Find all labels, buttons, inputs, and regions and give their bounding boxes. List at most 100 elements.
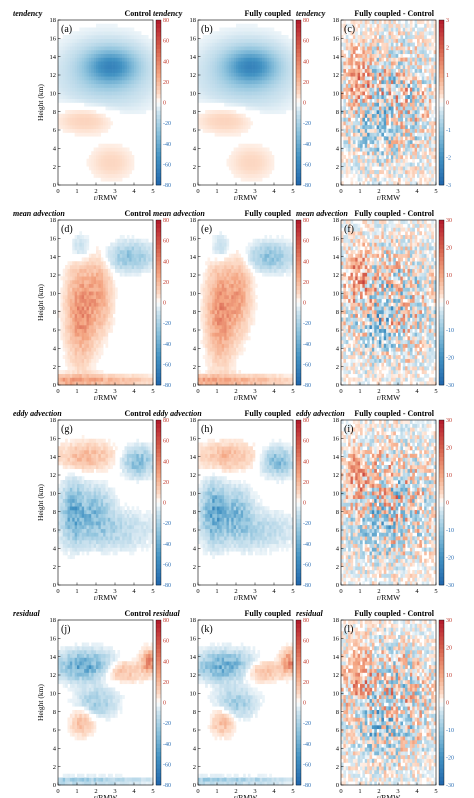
heatmap-cell [119, 250, 123, 255]
heatmap-cell [255, 98, 258, 103]
heatmap-cell [148, 53, 151, 58]
heatmap-cell [352, 76, 356, 81]
heatmap-cell [285, 95, 289, 100]
heatmap-cell [414, 95, 418, 100]
heatmap-cell [131, 95, 135, 100]
heatmap-cell [110, 166, 113, 171]
heatmap-cell [110, 158, 113, 163]
heatmap-cell [367, 80, 370, 85]
heatmap-cell [103, 276, 106, 281]
heatmap-cell [421, 151, 425, 156]
heatmap-cell [98, 117, 102, 122]
heatmap-cell [431, 23, 434, 28]
heatmap-cell [124, 57, 128, 62]
heatmap-cell [72, 343, 75, 348]
heatmap-cell [74, 317, 78, 322]
heatmap-cell [96, 38, 99, 43]
heatmap-cell [98, 87, 102, 92]
heatmap-cell [74, 76, 78, 81]
heatmap-cell [202, 95, 206, 100]
heatmap-cell [386, 117, 389, 122]
heatmap-cell [98, 72, 102, 77]
heatmap-cell [262, 170, 265, 175]
y-tick-label: 8 [193, 109, 196, 116]
heatmap-cell [364, 38, 368, 43]
heatmap-cell [345, 91, 349, 96]
heatmap-cell [145, 102, 149, 107]
heatmap-cell [77, 370, 80, 375]
heatmap-cell [398, 61, 401, 66]
heatmap-cell [364, 80, 368, 85]
heatmap-cell [259, 147, 263, 152]
heatmap-cell [274, 57, 277, 62]
heatmap-cell [376, 65, 380, 70]
heatmap-cell [271, 87, 275, 92]
heatmap-cell [107, 283, 111, 288]
heatmap-cell [357, 57, 361, 62]
heatmap-cell [255, 91, 258, 96]
heatmap-cell [224, 57, 227, 62]
heatmap-cell [362, 23, 366, 28]
heatmap-cell [91, 351, 94, 356]
heatmap-cell [364, 53, 368, 58]
heatmap-cell [393, 23, 396, 28]
heatmap-cell [115, 291, 118, 296]
heatmap-cell [341, 181, 344, 186]
heatmap-cell [58, 50, 61, 55]
colorbar-cell [439, 86, 444, 91]
heatmap-cell [360, 162, 363, 167]
heatmap-cell [138, 35, 142, 40]
heatmap-cell [91, 328, 94, 333]
heatmap-cell [143, 265, 147, 270]
heatmap-cell [407, 95, 411, 100]
heatmap-cell [100, 113, 104, 118]
heatmap-cell [364, 46, 368, 51]
heatmap-cell [374, 68, 377, 73]
heatmap-cell [367, 117, 370, 122]
heatmap-cell [131, 253, 135, 258]
heatmap-cell [69, 295, 73, 300]
heatmap-cell [86, 246, 90, 251]
heatmap-cell [357, 42, 361, 47]
heatmap-cell [343, 110, 347, 115]
heatmap-cell [205, 35, 208, 40]
heatmap-cell [115, 23, 118, 28]
heatmap-cell [400, 35, 404, 40]
heatmap-cell [115, 257, 118, 262]
heatmap-cell [343, 76, 347, 81]
colorbar-cell [439, 98, 444, 103]
heatmap-cell [67, 313, 71, 318]
heatmap-cell [209, 80, 213, 85]
heatmap-cell [386, 136, 389, 141]
heatmap-cell [84, 310, 87, 315]
heatmap-cell [417, 113, 420, 118]
heatmap-cell [74, 280, 78, 285]
heatmap-cell [360, 166, 363, 171]
heatmap-cell [417, 117, 420, 122]
heatmap-cell [221, 128, 225, 133]
heatmap-cell [88, 276, 92, 281]
heatmap-cell [355, 98, 358, 103]
heatmap-cell [252, 31, 256, 36]
heatmap-cell [231, 102, 234, 107]
heatmap-cell [240, 125, 244, 130]
heatmap-cell [86, 132, 90, 137]
heatmap-cell [390, 38, 394, 43]
colorbar-cell [296, 32, 301, 37]
heatmap-cell [233, 53, 237, 58]
heatmap-cell [91, 336, 94, 341]
heatmap-cell [228, 87, 232, 92]
heatmap-cell [228, 113, 232, 118]
heatmap-cell [145, 106, 149, 111]
heatmap-cell [136, 68, 140, 73]
heatmap-cell [136, 65, 140, 70]
heatmap-cell [388, 136, 392, 141]
heatmap-cell [245, 158, 249, 163]
heatmap-cell [74, 42, 78, 47]
heatmap-cell [202, 80, 206, 85]
heatmap-cell [105, 295, 109, 300]
heatmap-cell [274, 42, 277, 47]
heatmap-cell [281, 72, 284, 77]
heatmap-cell [98, 321, 102, 326]
heatmap-cell [278, 98, 282, 103]
